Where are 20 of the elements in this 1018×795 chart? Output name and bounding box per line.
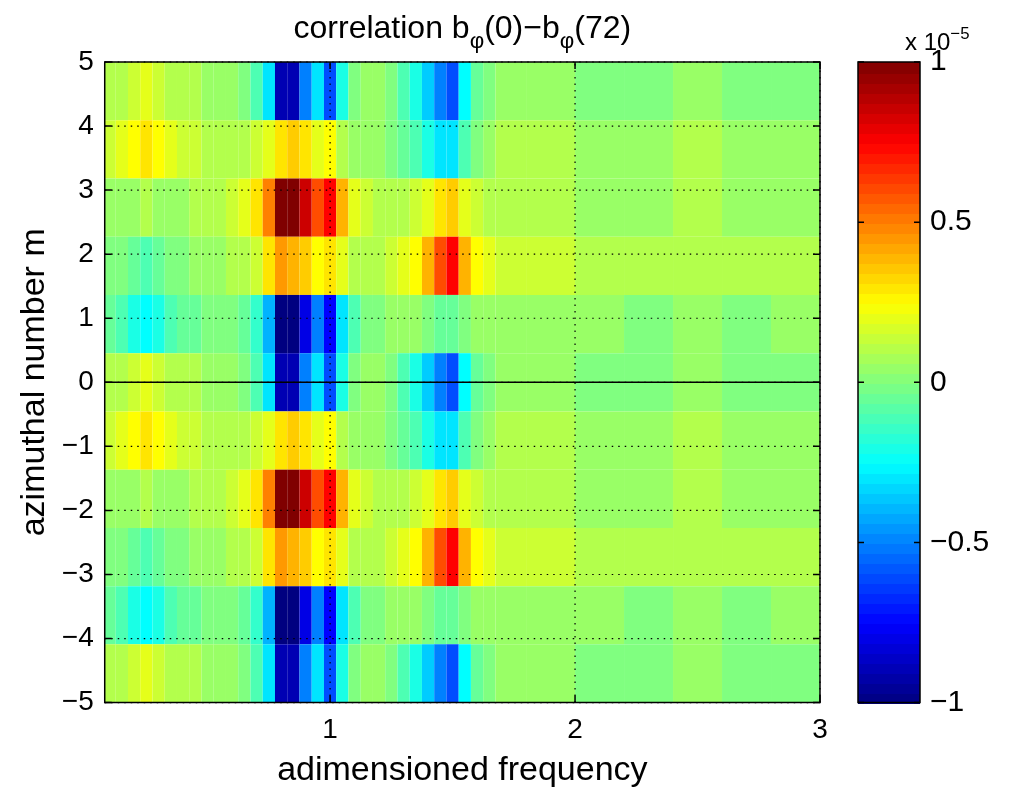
x-axis-title: adimensioned frequency <box>277 748 648 787</box>
y-tick-label: 1 <box>78 300 94 332</box>
y-tick-label: −3 <box>61 557 94 589</box>
y-tick-label: 0 <box>78 365 94 397</box>
x-tick-label: 2 <box>567 713 583 745</box>
y-tick-label: 2 <box>78 236 94 268</box>
color-bar-label: −0.5 <box>930 523 990 557</box>
y-tick-label: 3 <box>78 172 94 204</box>
color-bar-label: 0.5 <box>930 203 972 237</box>
y-tick-label: −2 <box>61 493 94 525</box>
y-axis-title: azimuthal number m <box>12 228 51 537</box>
color-bar-label: 0 <box>930 363 947 397</box>
y-tick-label: −1 <box>61 429 94 461</box>
y-tick-label: 4 <box>78 108 94 140</box>
color-bar-label: −1 <box>930 683 965 717</box>
x-tick-label: 3 <box>812 713 828 745</box>
y-tick-label: −5 <box>61 685 94 717</box>
y-tick-label: 5 <box>78 44 94 76</box>
x-tick-label: 1 <box>322 713 338 745</box>
y-tick-label: −4 <box>61 621 94 653</box>
